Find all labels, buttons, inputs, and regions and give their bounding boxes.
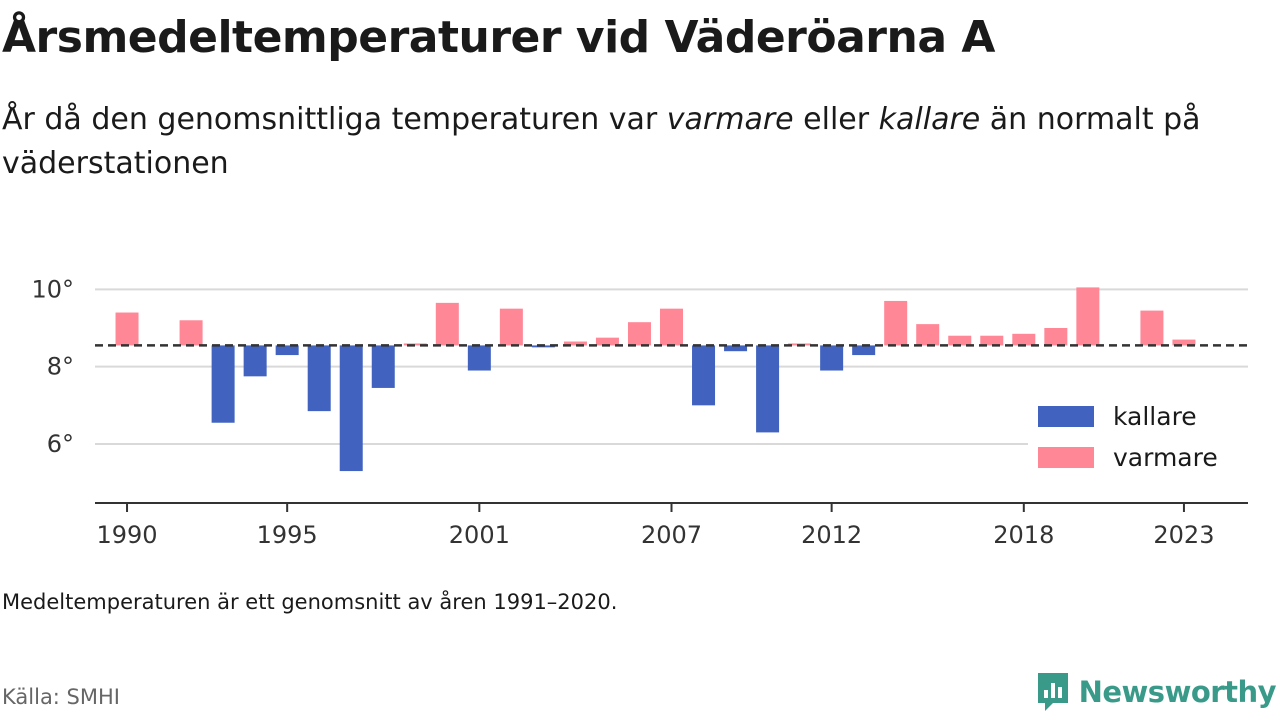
bar-colder <box>724 345 748 352</box>
legend-swatch-warmer <box>1038 447 1094 468</box>
bar-warmer <box>563 341 587 346</box>
x-tick-label: 1990 <box>96 521 157 549</box>
bar-colder <box>756 345 780 433</box>
subtitle-emphasis-colder: kallare <box>878 102 981 137</box>
x-tick-label: 2012 <box>801 521 862 549</box>
bar-warmer <box>1076 287 1100 346</box>
subtitle-emphasis-warmer: varmare <box>666 102 794 137</box>
bar-warmer <box>499 308 523 346</box>
bar-colder <box>243 345 267 377</box>
bar-warmer <box>1044 328 1068 346</box>
chart-title: Årsmedeltemperaturer vid Väderöarna A <box>2 12 995 63</box>
brand-logo: Newsworthy <box>1035 670 1277 714</box>
legend-swatch-colder <box>1038 406 1094 427</box>
newsworthy-logo-icon <box>1037 673 1068 711</box>
bar-colder <box>339 345 363 472</box>
bar-colder <box>211 345 235 423</box>
bars <box>115 287 1196 472</box>
bar-warmer <box>884 300 908 346</box>
bar-warmer <box>403 343 427 346</box>
x-tick-label: 2001 <box>449 521 510 549</box>
chart-subtitle: År då den genomsnittliga temperaturen va… <box>2 98 1262 186</box>
subtitle-text-3: än normalt på väderstationen <box>2 102 1201 181</box>
bar-warmer <box>1172 339 1196 346</box>
subtitle-text-1: År då den genomsnittliga temperaturen va… <box>2 102 667 137</box>
y-tick-label: 10° <box>31 275 74 303</box>
x-tick-label: 2007 <box>641 521 702 549</box>
bar-warmer <box>115 312 139 346</box>
bar-colder <box>820 345 844 371</box>
x-tick-label: 2018 <box>993 521 1054 549</box>
source-label: Källa: SMHI <box>2 685 120 709</box>
axes: 6° 8° 10° 1990 1995 2001 2007 2012 2018 2023 <box>31 275 1248 549</box>
brand-name: Newsworthy <box>1078 675 1277 709</box>
bar-colder <box>275 345 299 356</box>
legend-label-warmer: varmare <box>1113 443 1218 472</box>
bar-warmer <box>595 337 619 346</box>
bar-warmer <box>1140 310 1164 346</box>
bar-warmer <box>179 320 203 346</box>
y-tick-label: 8° <box>47 353 74 381</box>
bar-colder <box>371 345 395 388</box>
subtitle-text-2: eller <box>793 102 879 137</box>
legend-label-colder: kallare <box>1113 402 1197 431</box>
bar-colder <box>852 345 876 356</box>
x-tick-label: 2023 <box>1153 521 1214 549</box>
y-tick-label: 6° <box>47 430 74 458</box>
bar-warmer <box>627 322 651 346</box>
bar-colder <box>692 345 716 406</box>
footnote: Medeltemperaturen är ett genomsnitt av å… <box>2 590 618 614</box>
bar-warmer <box>980 335 1004 346</box>
bar-colder <box>467 345 491 371</box>
bar-warmer <box>948 335 972 346</box>
x-tick-label: 1995 <box>257 521 318 549</box>
temperature-bar-chart: 6° 8° 10° 1990 1995 2001 2007 2012 2018 2023 kall… <box>31 275 1256 549</box>
bar-warmer <box>1012 333 1036 346</box>
bar-colder <box>307 345 331 412</box>
bar-warmer <box>435 302 459 346</box>
bar-warmer <box>916 324 940 346</box>
bar-warmer <box>660 308 683 346</box>
legend: kallare varmare <box>1028 394 1256 482</box>
